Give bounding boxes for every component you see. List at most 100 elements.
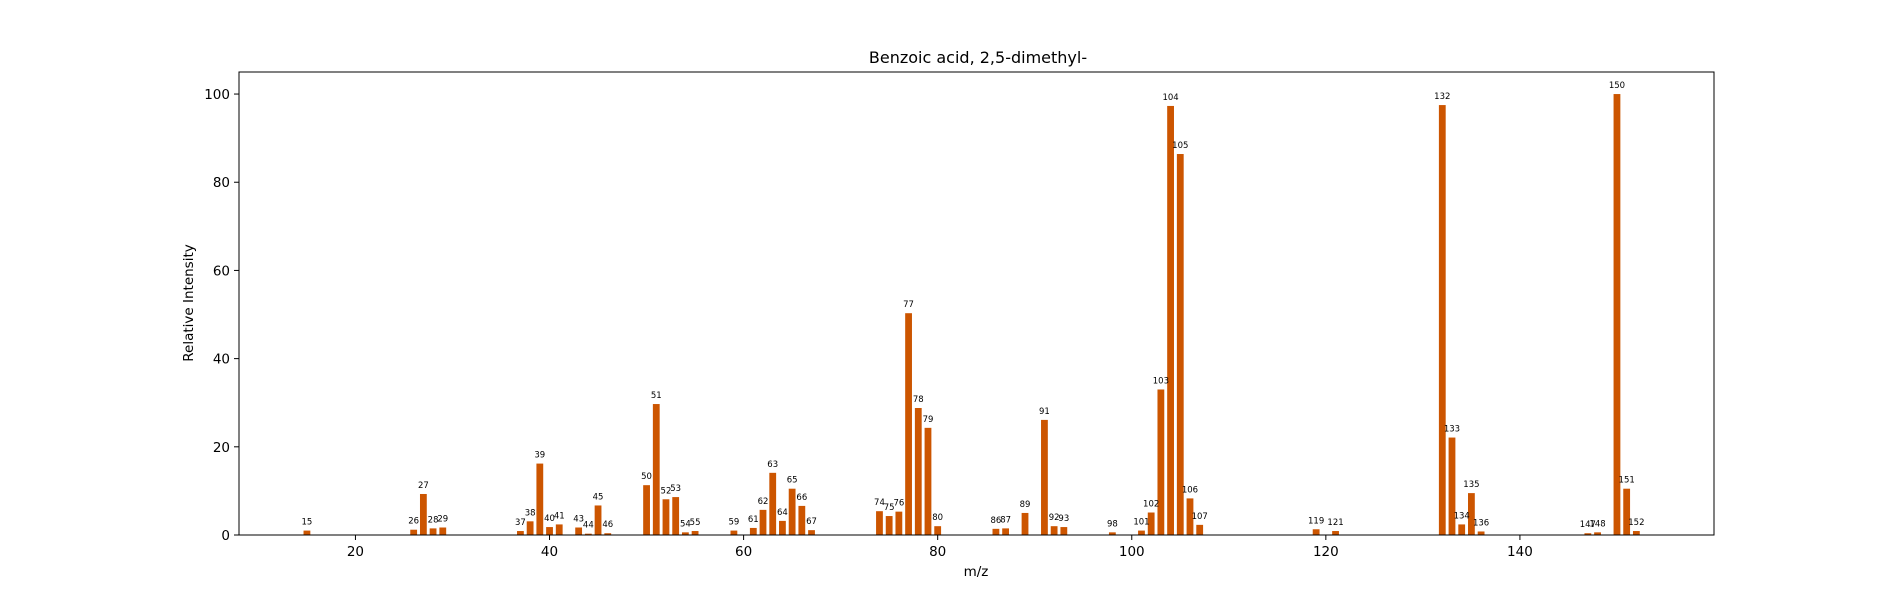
bar-label-mz-92: 92 [1049, 513, 1060, 523]
bar-mz-55 [691, 531, 699, 535]
y-axis-ticks: 0 20 40 60 80 100 [204, 87, 239, 544]
y-tick-label: 60 [213, 263, 230, 279]
bar-label-mz-52: 52 [661, 486, 672, 496]
bar-label-mz-121: 121 [1327, 518, 1343, 528]
x-tick-label: 80 [929, 544, 946, 560]
bar-label-mz-15: 15 [302, 518, 313, 528]
bar-mz-93 [1060, 527, 1068, 535]
bar-mz-27 [419, 493, 427, 535]
bar-mz-63 [769, 472, 777, 535]
bar-mz-79 [924, 427, 932, 535]
bar-mz-52 [662, 499, 670, 535]
bar-label-mz-75: 75 [884, 503, 895, 513]
bar-label-mz-98: 98 [1107, 519, 1118, 529]
bar-mz-91 [1041, 419, 1048, 535]
bar-label-mz-89: 89 [1020, 500, 1031, 510]
bar-mz-136 [1477, 531, 1485, 535]
bar-label-mz-103: 103 [1153, 376, 1169, 386]
bar-label-mz-74: 74 [874, 498, 885, 508]
bar-label-mz-61: 61 [748, 515, 759, 525]
bar-label-mz-40: 40 [544, 514, 555, 524]
bar-mz-40 [546, 527, 553, 535]
bar-mz-133 [1448, 437, 1456, 535]
bar-label-mz-132: 132 [1434, 92, 1450, 102]
bar-mz-15 [303, 530, 311, 535]
bar-mz-41 [555, 524, 563, 535]
bar-label-mz-80: 80 [932, 513, 943, 523]
bar-mz-75 [885, 516, 893, 535]
bar-label-mz-77: 77 [903, 300, 914, 310]
x-tick-label: 120 [1313, 544, 1339, 560]
y-tick-label: 80 [213, 175, 230, 191]
bar-label-mz-76: 76 [893, 499, 904, 509]
bar-mz-50 [643, 485, 650, 535]
bar-label-mz-148: 148 [1589, 519, 1605, 529]
bar-mz-26 [410, 529, 418, 535]
bar-mz-38 [526, 521, 534, 535]
bar-label-mz-79: 79 [923, 415, 934, 425]
bar-label-mz-152: 152 [1628, 518, 1644, 528]
bar-label-mz-53: 53 [670, 484, 681, 494]
bar-label-mz-119: 119 [1308, 516, 1324, 526]
bar-label-mz-55: 55 [690, 518, 701, 528]
bar-mz-148 [1594, 532, 1601, 535]
bar-mz-67 [808, 530, 815, 535]
bar-mz-59 [730, 530, 738, 535]
bar-label-mz-101: 101 [1133, 518, 1149, 528]
bar-label-mz-87: 87 [1000, 515, 1011, 525]
bar-mz-66 [798, 505, 806, 535]
bar-mz-80 [934, 526, 942, 535]
bar-mz-103 [1157, 389, 1165, 535]
bar-mz-61 [749, 527, 757, 535]
bar-mz-62 [759, 509, 767, 535]
bar-mz-53 [672, 497, 680, 535]
bar-mz-151 [1623, 488, 1631, 535]
bar-mz-28 [429, 528, 437, 535]
x-tick-label: 60 [735, 544, 752, 560]
bar-label-mz-93: 93 [1058, 514, 1069, 524]
bar-mz-87 [1002, 528, 1010, 535]
bar-label-mz-135: 135 [1463, 480, 1479, 490]
bar-label-mz-65: 65 [787, 476, 798, 486]
bar-mz-98 [1108, 532, 1116, 535]
bar-label-mz-50: 50 [641, 472, 652, 482]
bar-mz-106 [1186, 498, 1194, 535]
bar-label-mz-67: 67 [806, 517, 817, 527]
bar-label-mz-46: 46 [602, 520, 613, 530]
bar-label-mz-86: 86 [990, 516, 1001, 526]
bar-label-mz-147: 147 [1580, 520, 1596, 530]
bar-label-mz-63: 63 [767, 460, 778, 470]
bar-label-mz-91: 91 [1039, 407, 1050, 417]
bar-label-mz-39: 39 [534, 451, 545, 461]
bar-mz-45 [594, 505, 602, 535]
bar-mz-104 [1167, 105, 1174, 535]
plot-frame [238, 71, 1715, 536]
bar-label-mz-29: 29 [437, 515, 448, 525]
x-axis-ticks: 20 40 60 80 100 120 140 [347, 535, 1533, 560]
bar-mz-121 [1332, 531, 1339, 535]
bar-mz-78 [914, 408, 922, 535]
bar-label-mz-54: 54 [680, 519, 691, 529]
bar-label-mz-104: 104 [1162, 93, 1178, 103]
bar-mz-89 [1021, 512, 1029, 535]
bar-mz-46 [604, 533, 612, 535]
bar-mz-39 [536, 463, 544, 535]
bar-mz-101 [1138, 530, 1145, 535]
bar-mz-92 [1050, 526, 1058, 535]
bar-label-mz-45: 45 [593, 492, 604, 502]
bar-label-mz-59: 59 [728, 518, 739, 528]
bar-label-mz-28: 28 [428, 515, 439, 525]
bar-mz-74 [876, 511, 883, 535]
bar-mz-132 [1438, 105, 1446, 535]
bar-mz-54 [681, 532, 689, 535]
bar-mz-86 [992, 528, 1000, 535]
x-tick-label: 100 [1119, 544, 1145, 560]
bar-mz-65 [788, 488, 796, 535]
bar-label-mz-134: 134 [1454, 511, 1470, 521]
bar-label-mz-51: 51 [651, 391, 662, 401]
bar-label-mz-107: 107 [1192, 512, 1208, 522]
bar-label-mz-151: 151 [1619, 476, 1635, 486]
bar-mz-64 [779, 520, 786, 535]
